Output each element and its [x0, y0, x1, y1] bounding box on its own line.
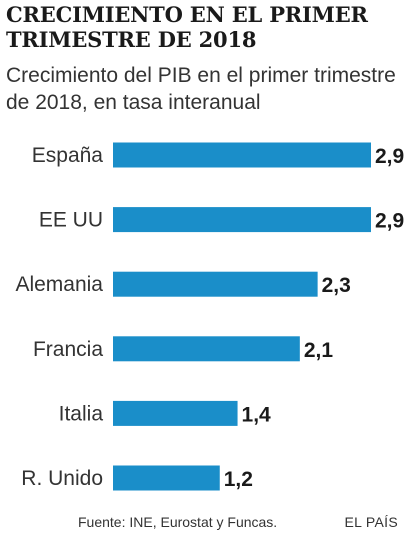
publisher-credit: EL PAÍS	[344, 514, 398, 530]
bar	[113, 142, 371, 168]
bar	[113, 207, 371, 233]
category-label: Alemania	[15, 273, 103, 296]
category-label: España	[32, 144, 104, 167]
category-label: Italia	[59, 402, 104, 425]
source-note: Fuente: INE, Eurostat y Funcas.	[78, 514, 278, 530]
bar	[113, 336, 300, 362]
bar	[113, 465, 220, 491]
value-label: 2,9	[375, 210, 404, 233]
value-label: 2,3	[322, 274, 351, 297]
bar	[113, 400, 238, 426]
category-label: EE UU	[39, 209, 103, 232]
value-label: 2,1	[304, 339, 334, 362]
value-label: 2,9	[375, 145, 404, 168]
chart-title: CRECIMIENTO EN EL PRIMER TRIMESTRE DE 20…	[6, 2, 368, 52]
value-label: 1,4	[242, 403, 272, 426]
category-label: R. Unido	[21, 467, 103, 490]
value-label: 1,2	[224, 468, 253, 491]
bar	[113, 271, 318, 297]
chart-subtitle: Crecimiento del PIB en el primer trimest…	[6, 64, 396, 114]
bar-chart: España 2,9 EE UU 2,9 Alemania 2,3 Francia 2,1 It…	[15, 142, 404, 491]
category-label: Francia	[33, 338, 103, 361]
